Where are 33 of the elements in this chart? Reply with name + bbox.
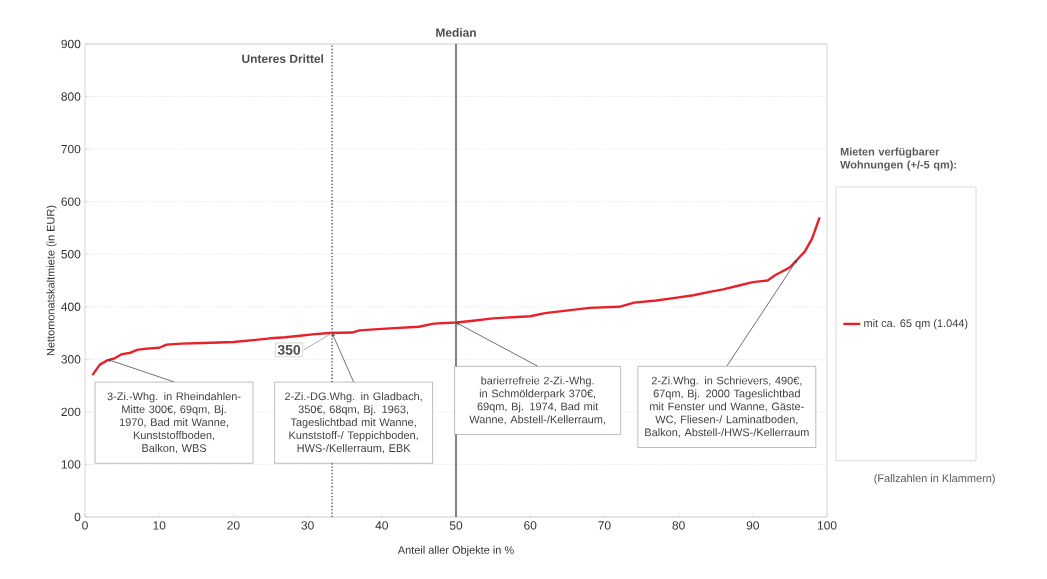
annotation: 350 bbox=[277, 344, 301, 355]
x-tick-label: 30 bbox=[301, 521, 314, 530]
text: (Fallzahlen in Klammern) bbox=[874, 474, 995, 485]
y-tick-label: 800 bbox=[61, 92, 81, 101]
y-tick-label: 700 bbox=[61, 144, 81, 154]
y-tick-label: 200 bbox=[61, 407, 81, 417]
annotation: 3-Zi.-Whg. in Rheindahlen-Mitte 300€, 69qm, Bj. 1970, Bad mit Wanne, Kunststoffboden, Balkon, WBS bbox=[107, 392, 241, 454]
x-tick-label: 10 bbox=[153, 521, 166, 530]
x-axis-title: Anteil aller Objekte in % bbox=[397, 545, 514, 557]
y-tick-label: 900 bbox=[61, 39, 81, 49]
annotation: 2-Zi.-DG.Whg. in Gladbach, 350€, 68qm, Bj. 1963, Tageslichtbad mit Wanne, Kunststoff-/ Teppichboden, HWS-/Kellerraum, EBK bbox=[285, 392, 422, 454]
annotation: barierrefreie 2-Zi.-Whg. in Schmölderpark 370€, 69qm, Bj. 1974, Bad mit Wanne, Abstell-/Kellerraum, bbox=[469, 376, 605, 425]
y-tick-label: 300 bbox=[61, 355, 81, 364]
y-tick-label: 100 bbox=[61, 460, 81, 469]
x-tick-label: 0 bbox=[82, 521, 88, 530]
y-tick-label: 400 bbox=[61, 302, 81, 312]
x-tick-label: 20 bbox=[227, 521, 240, 530]
ref-line-label: Unteres Drittel bbox=[242, 54, 324, 63]
x-tick-label: 70 bbox=[598, 521, 611, 530]
x-tick-label: 90 bbox=[746, 521, 759, 530]
annotation: 2-Zi.Whg. in Schrievers, 490€, 67qm, Bj. 2000 Tageslichtbad mit Fenster und Wanne, Gäste-WC, Fliesen-/ Laminatboden, Balkon, Abstell-/HWS-/Kellerraum bbox=[645, 376, 809, 438]
x-tick-label: 40 bbox=[375, 521, 388, 530]
legend-label: mit ca. 65 qm (1.044) bbox=[864, 319, 968, 330]
y-tick-label: 0 bbox=[74, 512, 81, 522]
x-tick-label: 60 bbox=[524, 521, 537, 530]
ref-line-label: Median bbox=[436, 28, 476, 37]
x-tick-label: 80 bbox=[672, 521, 685, 530]
x-tick-label: 50 bbox=[449, 521, 463, 530]
legend-title: Mieten verfügbarer Wohnungen (+/-5 qm): bbox=[840, 147, 957, 171]
y-tick-label: 500 bbox=[61, 250, 81, 259]
x-tick-label: 100 bbox=[817, 521, 837, 530]
y-axis-title: Nettomonatskaltmiete (in EUR) bbox=[46, 205, 57, 356]
y-tick-label: 600 bbox=[61, 197, 81, 206]
